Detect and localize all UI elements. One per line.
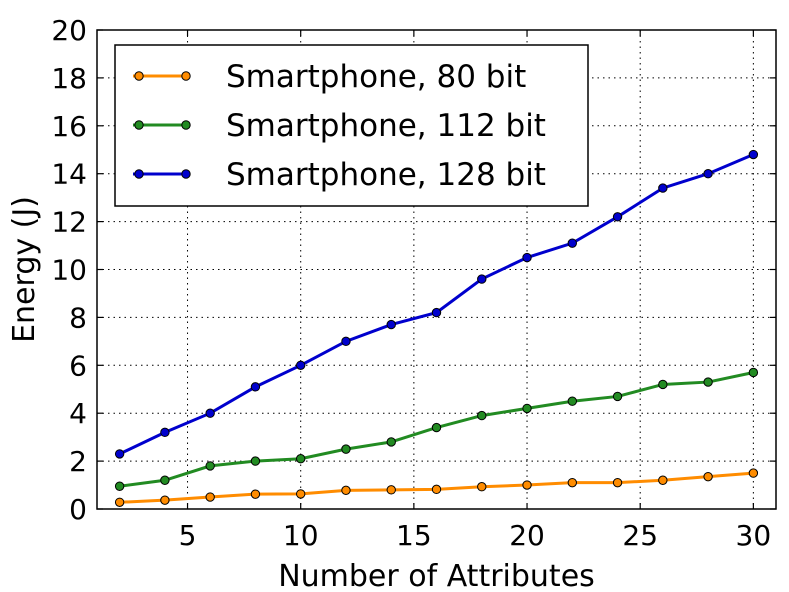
legend-label: Smartphone, 112 bit bbox=[226, 108, 546, 144]
data-point bbox=[522, 480, 532, 490]
x-axis-title: Number of Attributes bbox=[278, 559, 595, 592]
data-point bbox=[522, 403, 532, 414]
legend-marker bbox=[181, 71, 191, 81]
y-tick-label: 16 bbox=[51, 110, 87, 143]
data-point bbox=[567, 238, 577, 248]
data-point bbox=[160, 475, 170, 485]
data-point bbox=[612, 212, 623, 222]
legend: Smartphone, 80 bit Smartphone, 112 bit Sma… bbox=[114, 44, 589, 207]
data-point bbox=[703, 471, 713, 482]
y-tick-label: 8 bbox=[69, 301, 87, 334]
x-tick-label: 10 bbox=[283, 519, 319, 552]
legend-label: Smartphone, 80 bit bbox=[226, 59, 526, 95]
data-point bbox=[205, 492, 215, 502]
legend-entry: Smartphone, 128 bit bbox=[133, 157, 546, 193]
data-point bbox=[703, 377, 713, 387]
axis-ticks: 5 10 15 20 25 30 0 2 4 6 8 10 12 14 16 18 20 bbox=[51, 14, 776, 552]
series-2 bbox=[114, 367, 759, 491]
data-point bbox=[250, 456, 261, 466]
data-point bbox=[748, 367, 759, 378]
data-point bbox=[296, 454, 306, 464]
data-point bbox=[567, 396, 577, 406]
data-point bbox=[296, 489, 306, 499]
legend-marker bbox=[134, 120, 144, 130]
legend-marker bbox=[181, 120, 191, 130]
data-point bbox=[612, 477, 623, 488]
y-tick-label: 20 bbox=[51, 14, 87, 47]
y-tick-label: 14 bbox=[51, 158, 87, 191]
y-tick-label: 12 bbox=[51, 206, 87, 239]
data-point bbox=[431, 422, 442, 433]
data-point bbox=[250, 382, 261, 392]
data-point bbox=[658, 183, 668, 193]
y-tick-label: 4 bbox=[69, 397, 87, 430]
legend-box bbox=[114, 44, 589, 207]
y-tick-label: 6 bbox=[69, 349, 87, 382]
series-1 bbox=[114, 468, 759, 507]
legend-entry: Smartphone, 112 bit bbox=[133, 108, 546, 144]
data-point bbox=[341, 336, 351, 347]
data-point bbox=[477, 410, 487, 421]
data-point bbox=[386, 485, 396, 495]
legend-entry: Smartphone, 80 bit bbox=[133, 59, 526, 95]
data-point bbox=[160, 495, 170, 505]
data-point bbox=[567, 477, 577, 488]
data-point bbox=[296, 360, 306, 370]
data-point bbox=[477, 274, 487, 284]
data-point bbox=[114, 449, 125, 459]
legend-label: Smartphone, 128 bit bbox=[226, 157, 546, 193]
legend-marker bbox=[134, 169, 144, 179]
y-tick-label: 0 bbox=[69, 493, 87, 526]
y-tick-label: 10 bbox=[51, 254, 87, 287]
data-point bbox=[658, 379, 668, 390]
y-axis-title: Energy (J) bbox=[7, 196, 42, 343]
x-tick-label: 5 bbox=[179, 519, 197, 552]
data-point bbox=[205, 461, 215, 471]
data-point bbox=[703, 169, 713, 179]
y-tick-label: 2 bbox=[69, 445, 87, 478]
legend-marker bbox=[181, 169, 191, 179]
data-point bbox=[748, 468, 759, 478]
data-point bbox=[386, 437, 396, 447]
data-point bbox=[341, 444, 351, 454]
data-point bbox=[522, 252, 532, 263]
data-point bbox=[612, 391, 623, 402]
x-tick-label: 15 bbox=[396, 519, 432, 552]
data-point bbox=[431, 484, 442, 495]
x-tick-label: 30 bbox=[736, 519, 772, 552]
data-point bbox=[431, 307, 442, 318]
data-point bbox=[341, 485, 351, 496]
data-point bbox=[205, 408, 215, 418]
series-group bbox=[114, 149, 759, 507]
data-point bbox=[386, 319, 396, 330]
x-tick-label: 20 bbox=[509, 519, 545, 552]
data-point bbox=[477, 482, 487, 492]
data-point bbox=[160, 427, 170, 438]
data-point bbox=[250, 489, 261, 499]
data-point bbox=[748, 149, 759, 160]
data-point bbox=[114, 481, 125, 491]
legend-marker bbox=[134, 71, 144, 81]
data-point bbox=[114, 497, 125, 507]
data-point bbox=[658, 475, 668, 485]
plot-frame bbox=[96, 29, 777, 510]
y-tick-label: 18 bbox=[51, 62, 87, 95]
series-3 bbox=[114, 149, 759, 459]
x-tick-label: 25 bbox=[622, 519, 658, 552]
